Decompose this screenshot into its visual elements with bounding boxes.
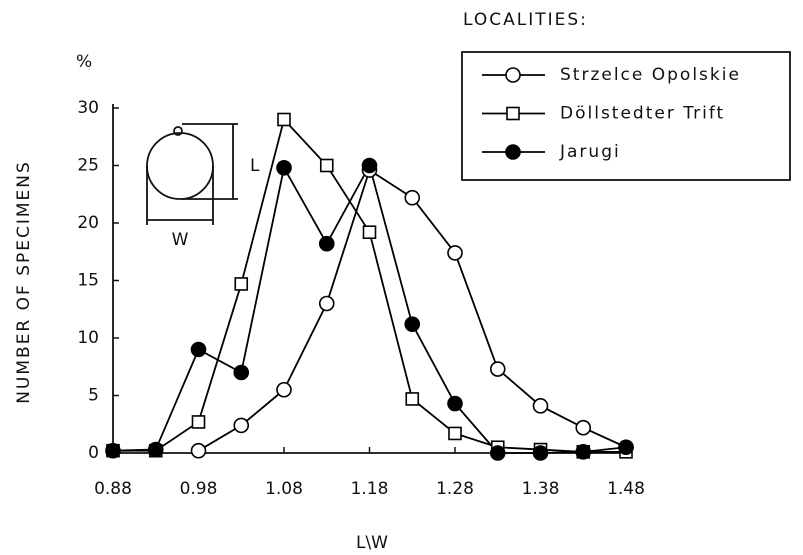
x-tick-label: 1.18 (351, 479, 389, 499)
x-tick-label: 0.88 (94, 479, 132, 499)
y-tick-label: 15 (77, 271, 99, 291)
marker (276, 160, 292, 176)
inset-circle (146, 132, 214, 200)
legend-label: Döllstedter Trift (560, 104, 725, 124)
inset-hole (173, 126, 183, 136)
legend-box (461, 51, 791, 181)
y-tick-label: 5 (88, 386, 99, 406)
y-tick-label: 30 (77, 98, 99, 118)
marker (190, 442, 207, 459)
marker (489, 445, 506, 461)
marker (233, 417, 250, 434)
marker (234, 277, 249, 291)
marker (448, 426, 462, 441)
x-tick-label: 1.48 (607, 479, 645, 499)
legend-label: Strzelce Opolskie (560, 65, 741, 85)
marker (361, 157, 378, 174)
marker (532, 398, 549, 414)
series-line (198, 168, 627, 452)
x-tick-label: 1.28 (436, 479, 474, 499)
y-tick-label: 10 (77, 328, 99, 348)
marker (190, 341, 207, 358)
x-tick-label: 1.38 (522, 479, 560, 499)
y-unit: % (76, 52, 92, 72)
legend-label: Jarugi (559, 142, 621, 162)
marker (318, 235, 335, 252)
marker (276, 381, 292, 398)
x-tick-label: 1.08 (265, 479, 303, 499)
inset (146, 123, 238, 225)
marker (447, 395, 463, 412)
inset-label: L (250, 156, 260, 176)
marker (447, 245, 463, 261)
x-axis-label: L\W (356, 533, 388, 553)
marker (319, 158, 334, 173)
marker (191, 415, 206, 429)
y-axis-label: NUMBER OF SPECIMENS (14, 160, 34, 404)
inset-label: W (172, 230, 189, 250)
marker (532, 445, 549, 461)
marker (506, 106, 520, 121)
marker (505, 144, 521, 160)
marker (105, 442, 121, 459)
marker (575, 419, 592, 436)
marker (618, 439, 634, 456)
x-tick-label: 0.98 (180, 479, 218, 499)
marker (277, 112, 291, 127)
y-tick-label: 20 (77, 213, 99, 233)
marker (489, 361, 506, 377)
marker (505, 67, 521, 83)
legend-title: LOCALITIES: (463, 10, 588, 30)
marker (233, 364, 250, 381)
marker (147, 441, 164, 458)
marker (318, 295, 335, 312)
marker (404, 316, 421, 333)
marker (405, 392, 420, 406)
marker (575, 444, 592, 460)
marker (362, 225, 377, 239)
marker (404, 189, 421, 206)
y-tick-label: 0 (88, 443, 99, 463)
y-tick-label: 25 (77, 156, 99, 176)
